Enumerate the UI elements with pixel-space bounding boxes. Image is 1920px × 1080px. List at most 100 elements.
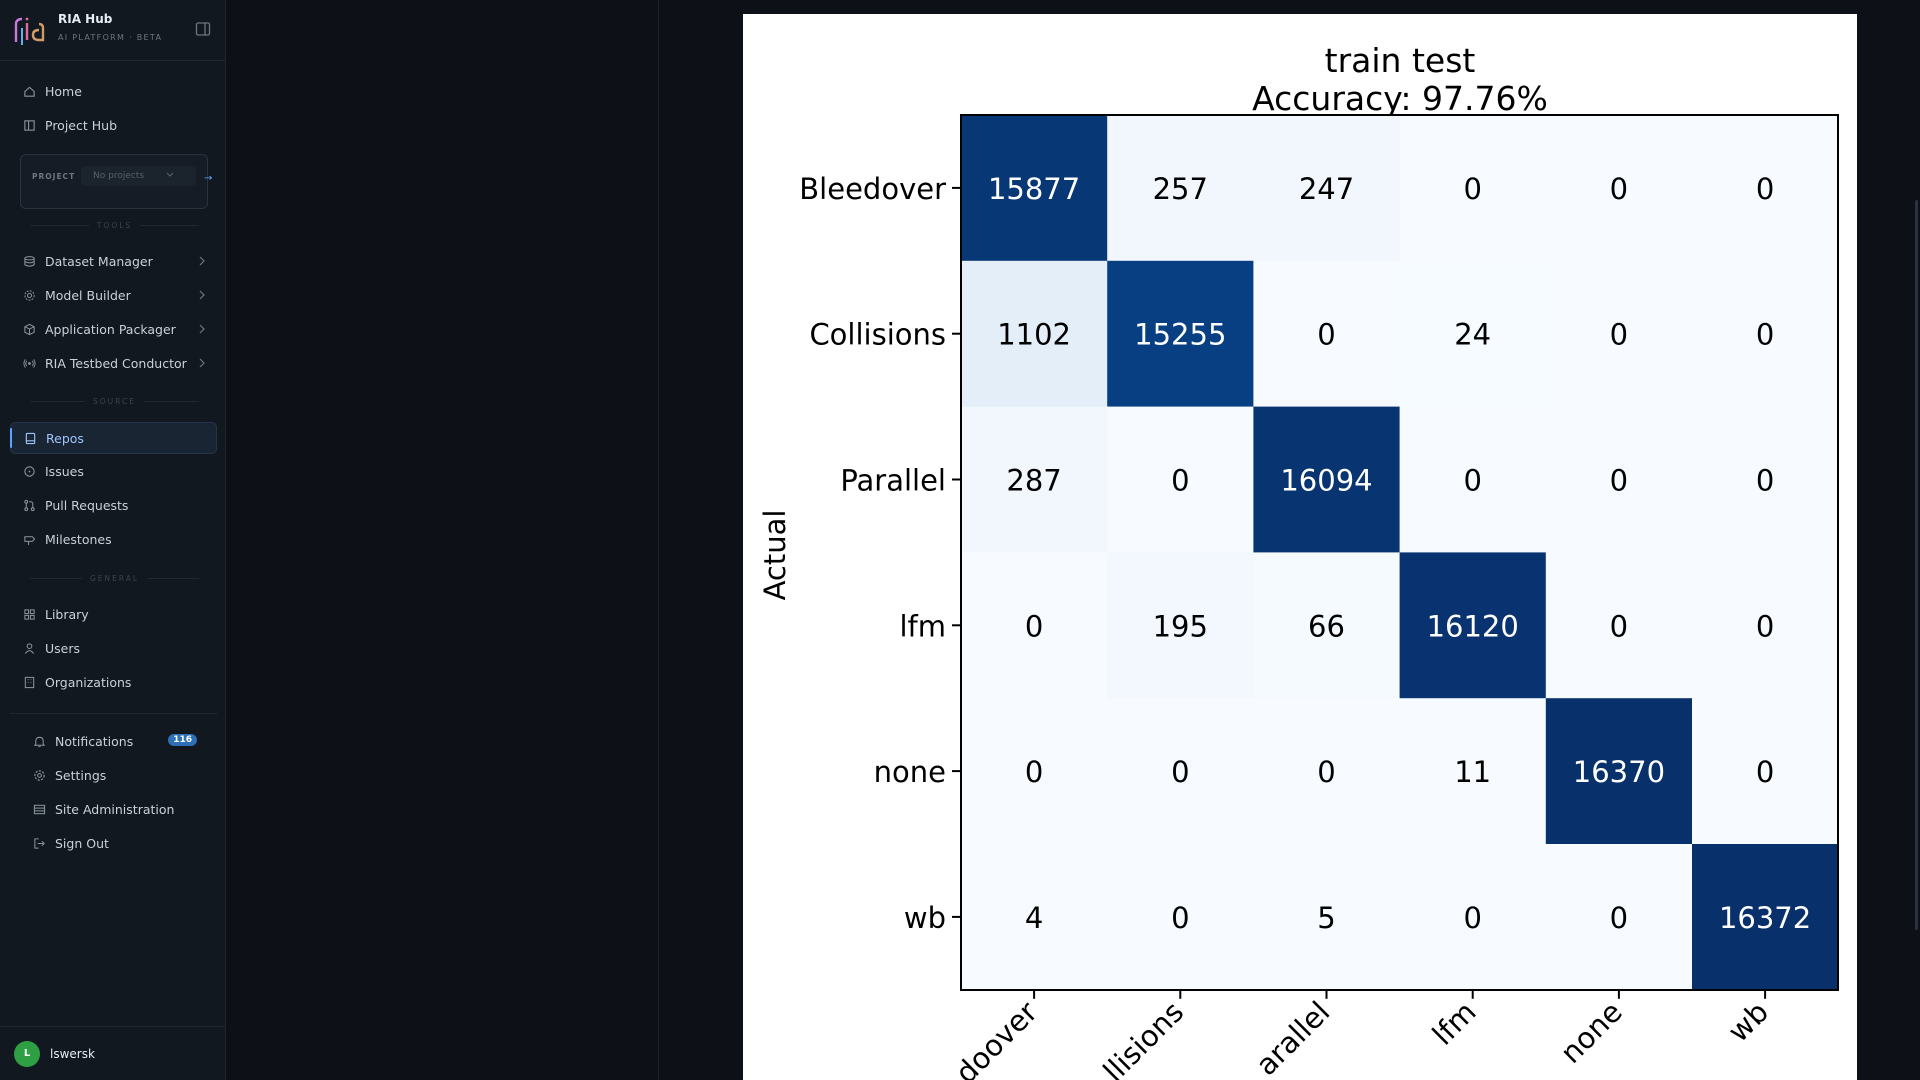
heatmap-cell [961,115,1108,262]
heatmap-cell [1107,406,1254,553]
heatmap-cell [1692,260,1839,408]
cell-value-label: 0 [1025,609,1043,643]
user-name: lswersk [50,1046,95,1061]
chevron-right-icon [199,324,205,334]
nav-label: Organizations [45,674,132,690]
nav-notifications[interactable]: Notifications 116 [10,726,217,756]
nav-library[interactable]: Library [10,599,217,629]
heatmap-cell [1253,552,1401,699]
nav-users[interactable]: Users [10,633,217,663]
heatmap-cell [961,698,1108,845]
nav-repos[interactable]: Repos [10,422,217,454]
building-icon [22,675,36,689]
nav-pull-requests[interactable]: Pull Requests [10,490,217,520]
heatmap-cell [1692,406,1839,553]
chart-title: train test [1325,41,1476,80]
nav-sign-out[interactable]: Sign Out [10,828,217,858]
nav-label: Notifications [55,733,134,749]
heatmap-cell [1399,552,1547,699]
section-general: GENERAL [22,572,207,584]
radio-icon [22,356,36,370]
nav-milestones[interactable]: Milestones [10,524,217,554]
cell-value-label: 24 [1454,318,1491,352]
cell-value-label: 0 [1317,755,1335,789]
plot-frame [960,114,1839,991]
nav-label: Sign Out [55,835,109,851]
cell-value-label: 16370 [1573,755,1665,789]
pull-request-icon [22,498,36,512]
nav-application-packager[interactable]: Application Packager [10,314,217,344]
server-icon [32,802,46,816]
x-tick-label: lfm [1426,995,1483,1052]
x-tick-label: wb [1721,995,1775,1049]
heatmap-cell [1545,115,1693,262]
heatmap-cell [1692,698,1839,845]
y-tick-label: Collisions [809,318,946,352]
cell-value-label: 16372 [1719,901,1811,935]
cell-value-label: 0 [1317,318,1335,352]
x-tick-label: arallel [1249,995,1336,1080]
heatmap-cell [1545,844,1693,991]
chevron-right-icon [199,358,205,368]
project-go-button[interactable]: → [204,173,213,184]
heatmap-cell [1545,698,1693,845]
cell-value-label: 0 [1025,755,1043,789]
section-source: SOURCE [22,395,207,407]
cell-value-label: 11 [1454,755,1491,789]
heatmap-cell [1399,406,1547,553]
heatmap-cell [1107,698,1254,845]
heatmap-cell [961,406,1108,553]
collapse-sidebar-icon[interactable] [195,21,211,37]
nav-project-hub[interactable]: Project Hub [10,110,217,140]
nav-home[interactable]: Home [10,76,217,106]
scrollbar-thumb[interactable] [1915,200,1918,930]
heatmap-cell [1692,552,1839,699]
cell-value-label: 15877 [988,172,1080,206]
repo-icon [23,431,37,445]
cell-value-label: 0 [1756,755,1774,789]
heatmap-cell [1399,260,1547,408]
heatmap-cell [1399,698,1547,845]
project-selector: PROJECT No projects → [20,154,212,209]
sidebar: RIA Hub AI PLATFORM · BETA Home Project … [0,0,226,1080]
ria-logo-icon [14,17,45,45]
cell-value-label: 0 [1610,318,1628,352]
user-account[interactable]: L lswersk [0,1026,226,1080]
cell-value-label: 16094 [1280,464,1372,498]
heatmap-cell [961,552,1108,699]
cell-value-label: 0 [1171,755,1189,789]
project-dropdown[interactable]: No projects [81,166,196,186]
project-label: PROJECT [32,172,76,181]
nav-issues[interactable]: Issues [10,456,217,486]
sign-out-icon [32,836,46,850]
nav-settings[interactable]: Settings [10,760,217,790]
nav-label: Dataset Manager [45,253,153,269]
nav-ria-testbed-conductor[interactable]: RIA Testbed Conductor [10,348,217,378]
project-selected-value: No projects [93,171,145,181]
y-tick-label: none [874,755,946,789]
nav-site-administration[interactable]: Site Administration [10,794,217,824]
cell-value-label: 0 [1756,464,1774,498]
heatmap-cell [1253,115,1401,262]
heatmap-cell [1545,406,1693,553]
notification-count-badge: 116 [168,734,197,746]
x-tick-label: doover [949,995,1044,1080]
nav-label: Pull Requests [45,497,129,513]
cog-icon [22,288,36,302]
cell-value-label: 4 [1025,901,1043,935]
nav-model-builder[interactable]: Model Builder [10,280,217,310]
nav-dataset-manager[interactable]: Dataset Manager [10,246,217,276]
cell-value-label: 0 [1756,609,1774,643]
heatmap-cell [1545,552,1693,699]
app-name: RIA Hub [58,12,113,26]
database-icon [22,254,36,268]
issue-icon [22,464,36,478]
heatmap-cell [1107,115,1254,262]
gear-icon [32,768,46,782]
x-tick-label: none [1554,995,1629,1070]
cell-value-label: 16120 [1427,609,1519,643]
heatmap-cell [1399,115,1547,262]
chevron-down-icon [166,172,174,177]
cell-value-label: 0 [1463,464,1481,498]
nav-organizations[interactable]: Organizations [10,667,217,697]
